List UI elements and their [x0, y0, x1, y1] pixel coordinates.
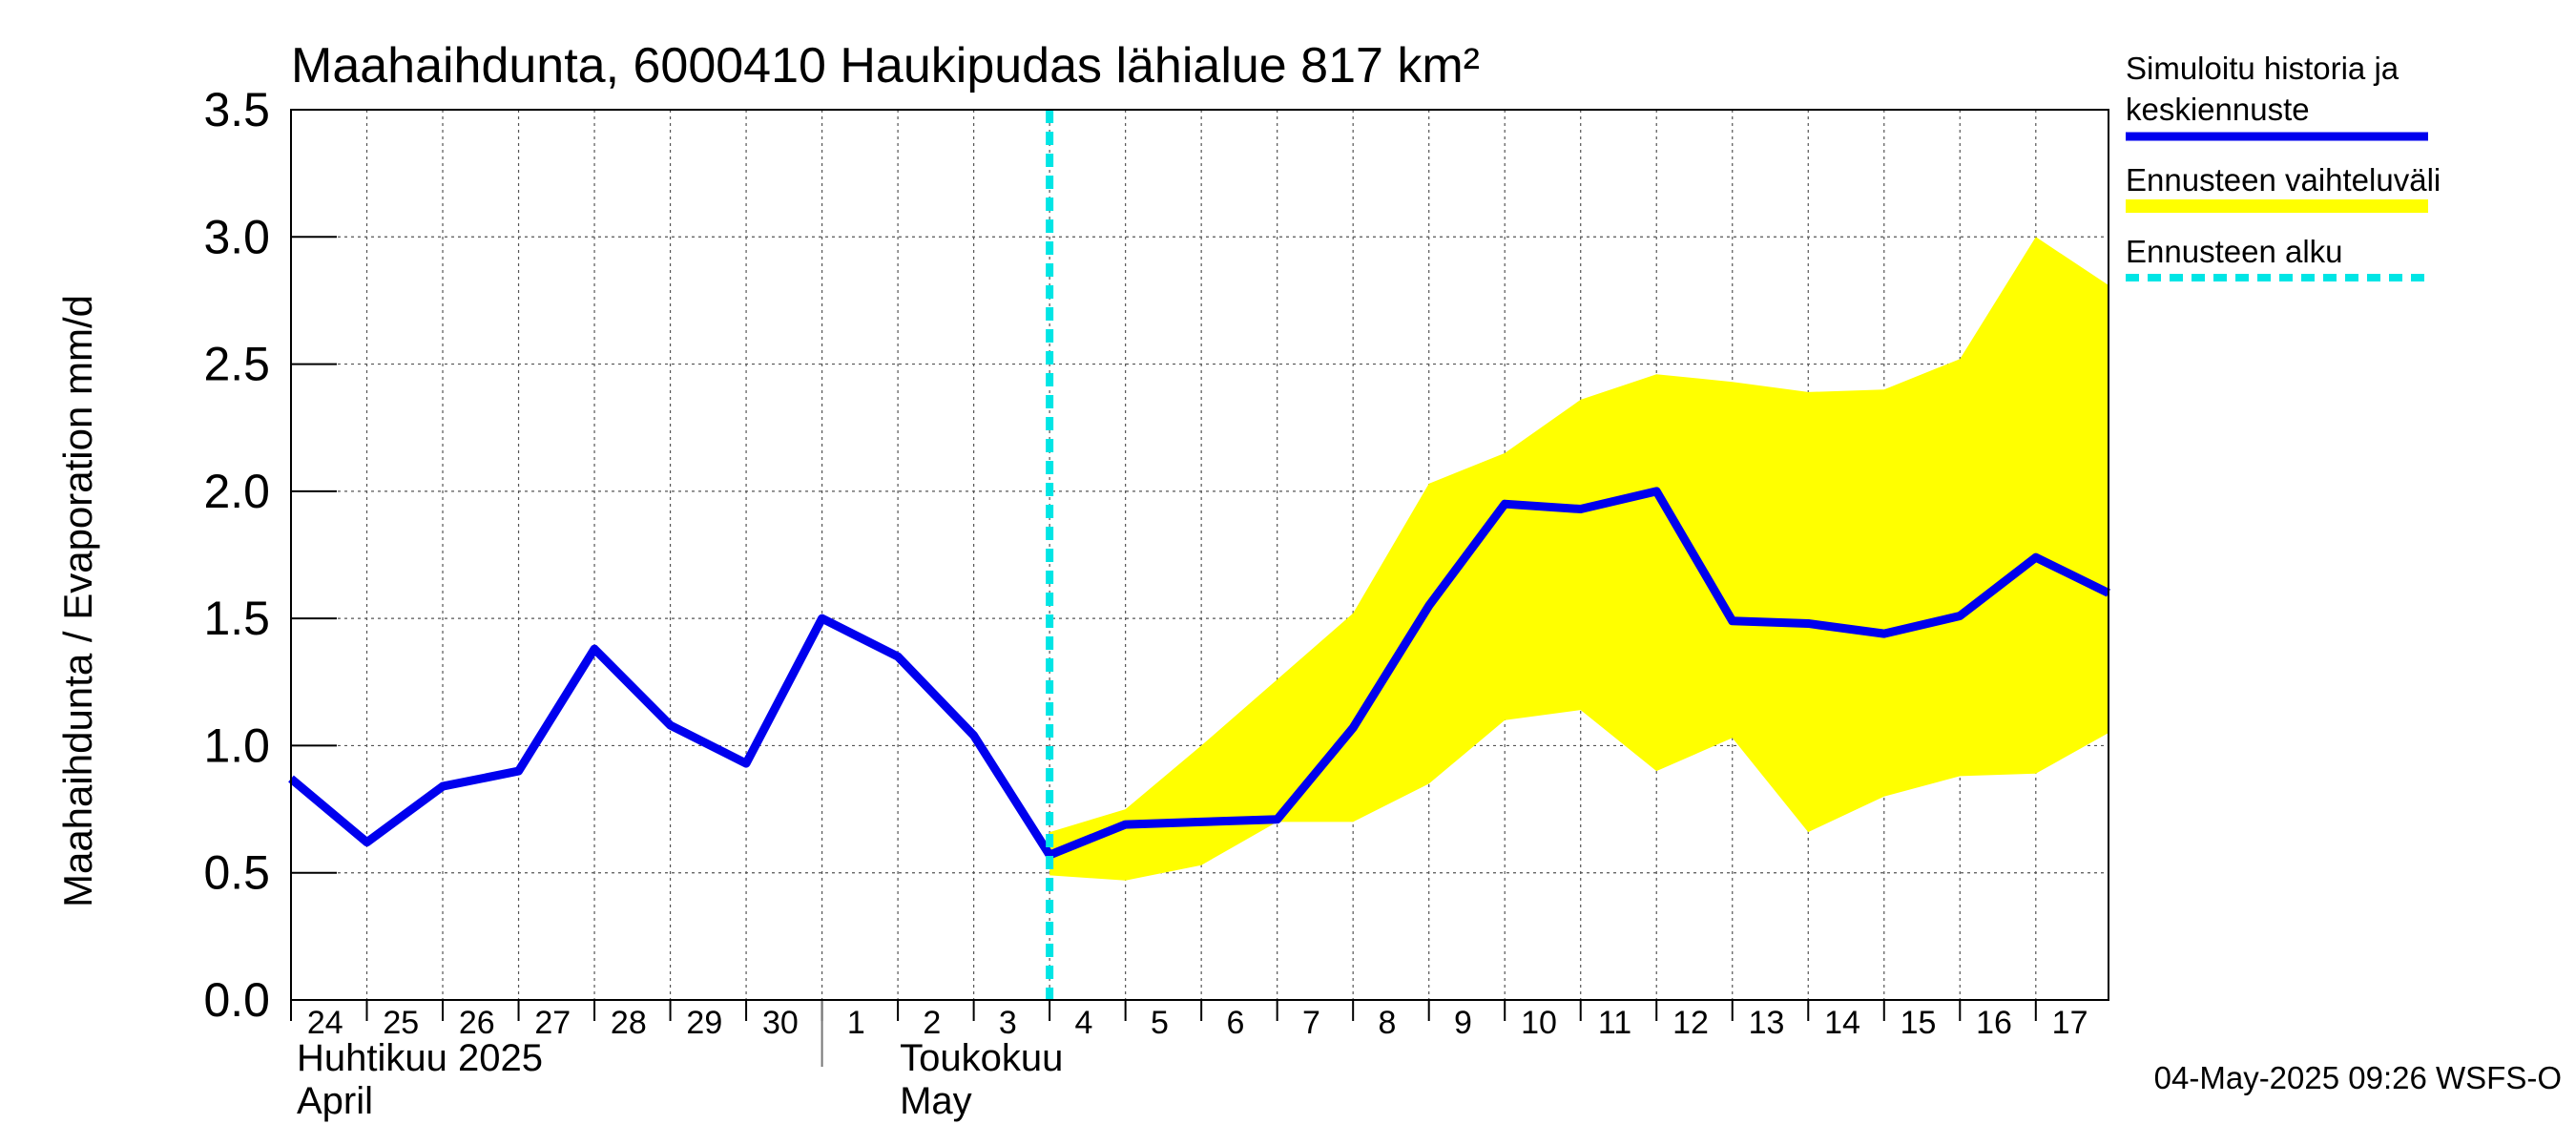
x-tick-label: 9: [1454, 1005, 1472, 1041]
y-tick-label: 2.0: [203, 465, 270, 518]
x-tick-label: 14: [1824, 1005, 1860, 1041]
y-ticks: 0.0 0.5 1.0 1.5 2.0 2.5 3.0 3.5: [203, 83, 337, 1027]
x-tick-label: 7: [1302, 1005, 1320, 1041]
legend-label-range: Ennusteen vaihteluväli: [2126, 162, 2441, 198]
simulated-evaporation-line: [288, 487, 2110, 860]
x-tick-label: 1: [847, 1005, 865, 1041]
x-tick-label: 10: [1521, 1005, 1557, 1041]
x-tick-label: 4: [1074, 1005, 1092, 1041]
x-tick-label: 30: [762, 1005, 799, 1041]
month-label-line1: Toukokuu: [900, 1037, 1063, 1079]
x-ticks: 24 25 26 27 28 29 30 1 2 3 4 5 6 7 8 9 10 11 12 13 14 15 16 17: [290, 1000, 2088, 1067]
x-tick-label: 11: [1598, 1005, 1631, 1041]
forecast-range-area: [1049, 237, 2109, 881]
y-tick-label: 0.5: [203, 846, 270, 900]
x-tick-label: 12: [1672, 1005, 1709, 1041]
month-label-line2: April: [297, 1080, 373, 1122]
x-tick-label: 28: [611, 1005, 647, 1041]
x-tick-label: 6: [1226, 1005, 1244, 1041]
x-tick-label: 3: [999, 1005, 1017, 1041]
x-tick-label: 5: [1151, 1005, 1169, 1041]
x-tick-label: 25: [383, 1005, 419, 1041]
x-tick-label: 15: [1901, 1005, 1937, 1041]
x-tick-label: 13: [1749, 1005, 1785, 1041]
x-tick-label: 27: [534, 1005, 571, 1041]
y-tick-label: 1.0: [203, 718, 270, 772]
legend-label-simulated-line2: keskiennuste: [2126, 92, 2310, 127]
month-label-line1: Huhtikuu 2025: [297, 1037, 543, 1079]
forecast-range-band: [1049, 237, 2109, 881]
y-tick-label: 3.5: [203, 83, 270, 136]
y-tick-label: 1.5: [203, 592, 270, 645]
x-tick-label: 8: [1379, 1005, 1397, 1041]
chart-title: Maahaihdunta, 6000410 Haukipudas lähialu…: [291, 38, 1480, 94]
y-axis-title: Maahaihdunta / Evaporation mm/d: [55, 295, 100, 907]
x-tick-label: 24: [307, 1005, 343, 1041]
x-tick-label: 17: [2052, 1005, 2088, 1041]
plot-frame: [290, 109, 2109, 1001]
series-lines: [288, 487, 2110, 860]
legend-label-simulated: Simuloitu historia ja: [2126, 51, 2399, 86]
legend: Simuloitu historia ja keskiennuste Ennuste…: [2126, 51, 2441, 281]
y-tick-label: 3.0: [203, 210, 270, 263]
x-tick-label: 2: [923, 1005, 941, 1041]
timestamp-footer: 04-May-2025 09:26 WSFS-O: [2154, 1060, 2562, 1095]
x-tick-label: 26: [459, 1005, 495, 1041]
y-tick-label: 2.5: [203, 338, 270, 391]
legend-label-forecast-start: Ennusteen alku: [2126, 234, 2343, 269]
y-tick-label: 0.0: [203, 973, 270, 1027]
month-label-line2: May: [900, 1080, 972, 1122]
x-tick-label: 16: [1976, 1005, 2012, 1041]
x-tick-label: 29: [686, 1005, 722, 1041]
